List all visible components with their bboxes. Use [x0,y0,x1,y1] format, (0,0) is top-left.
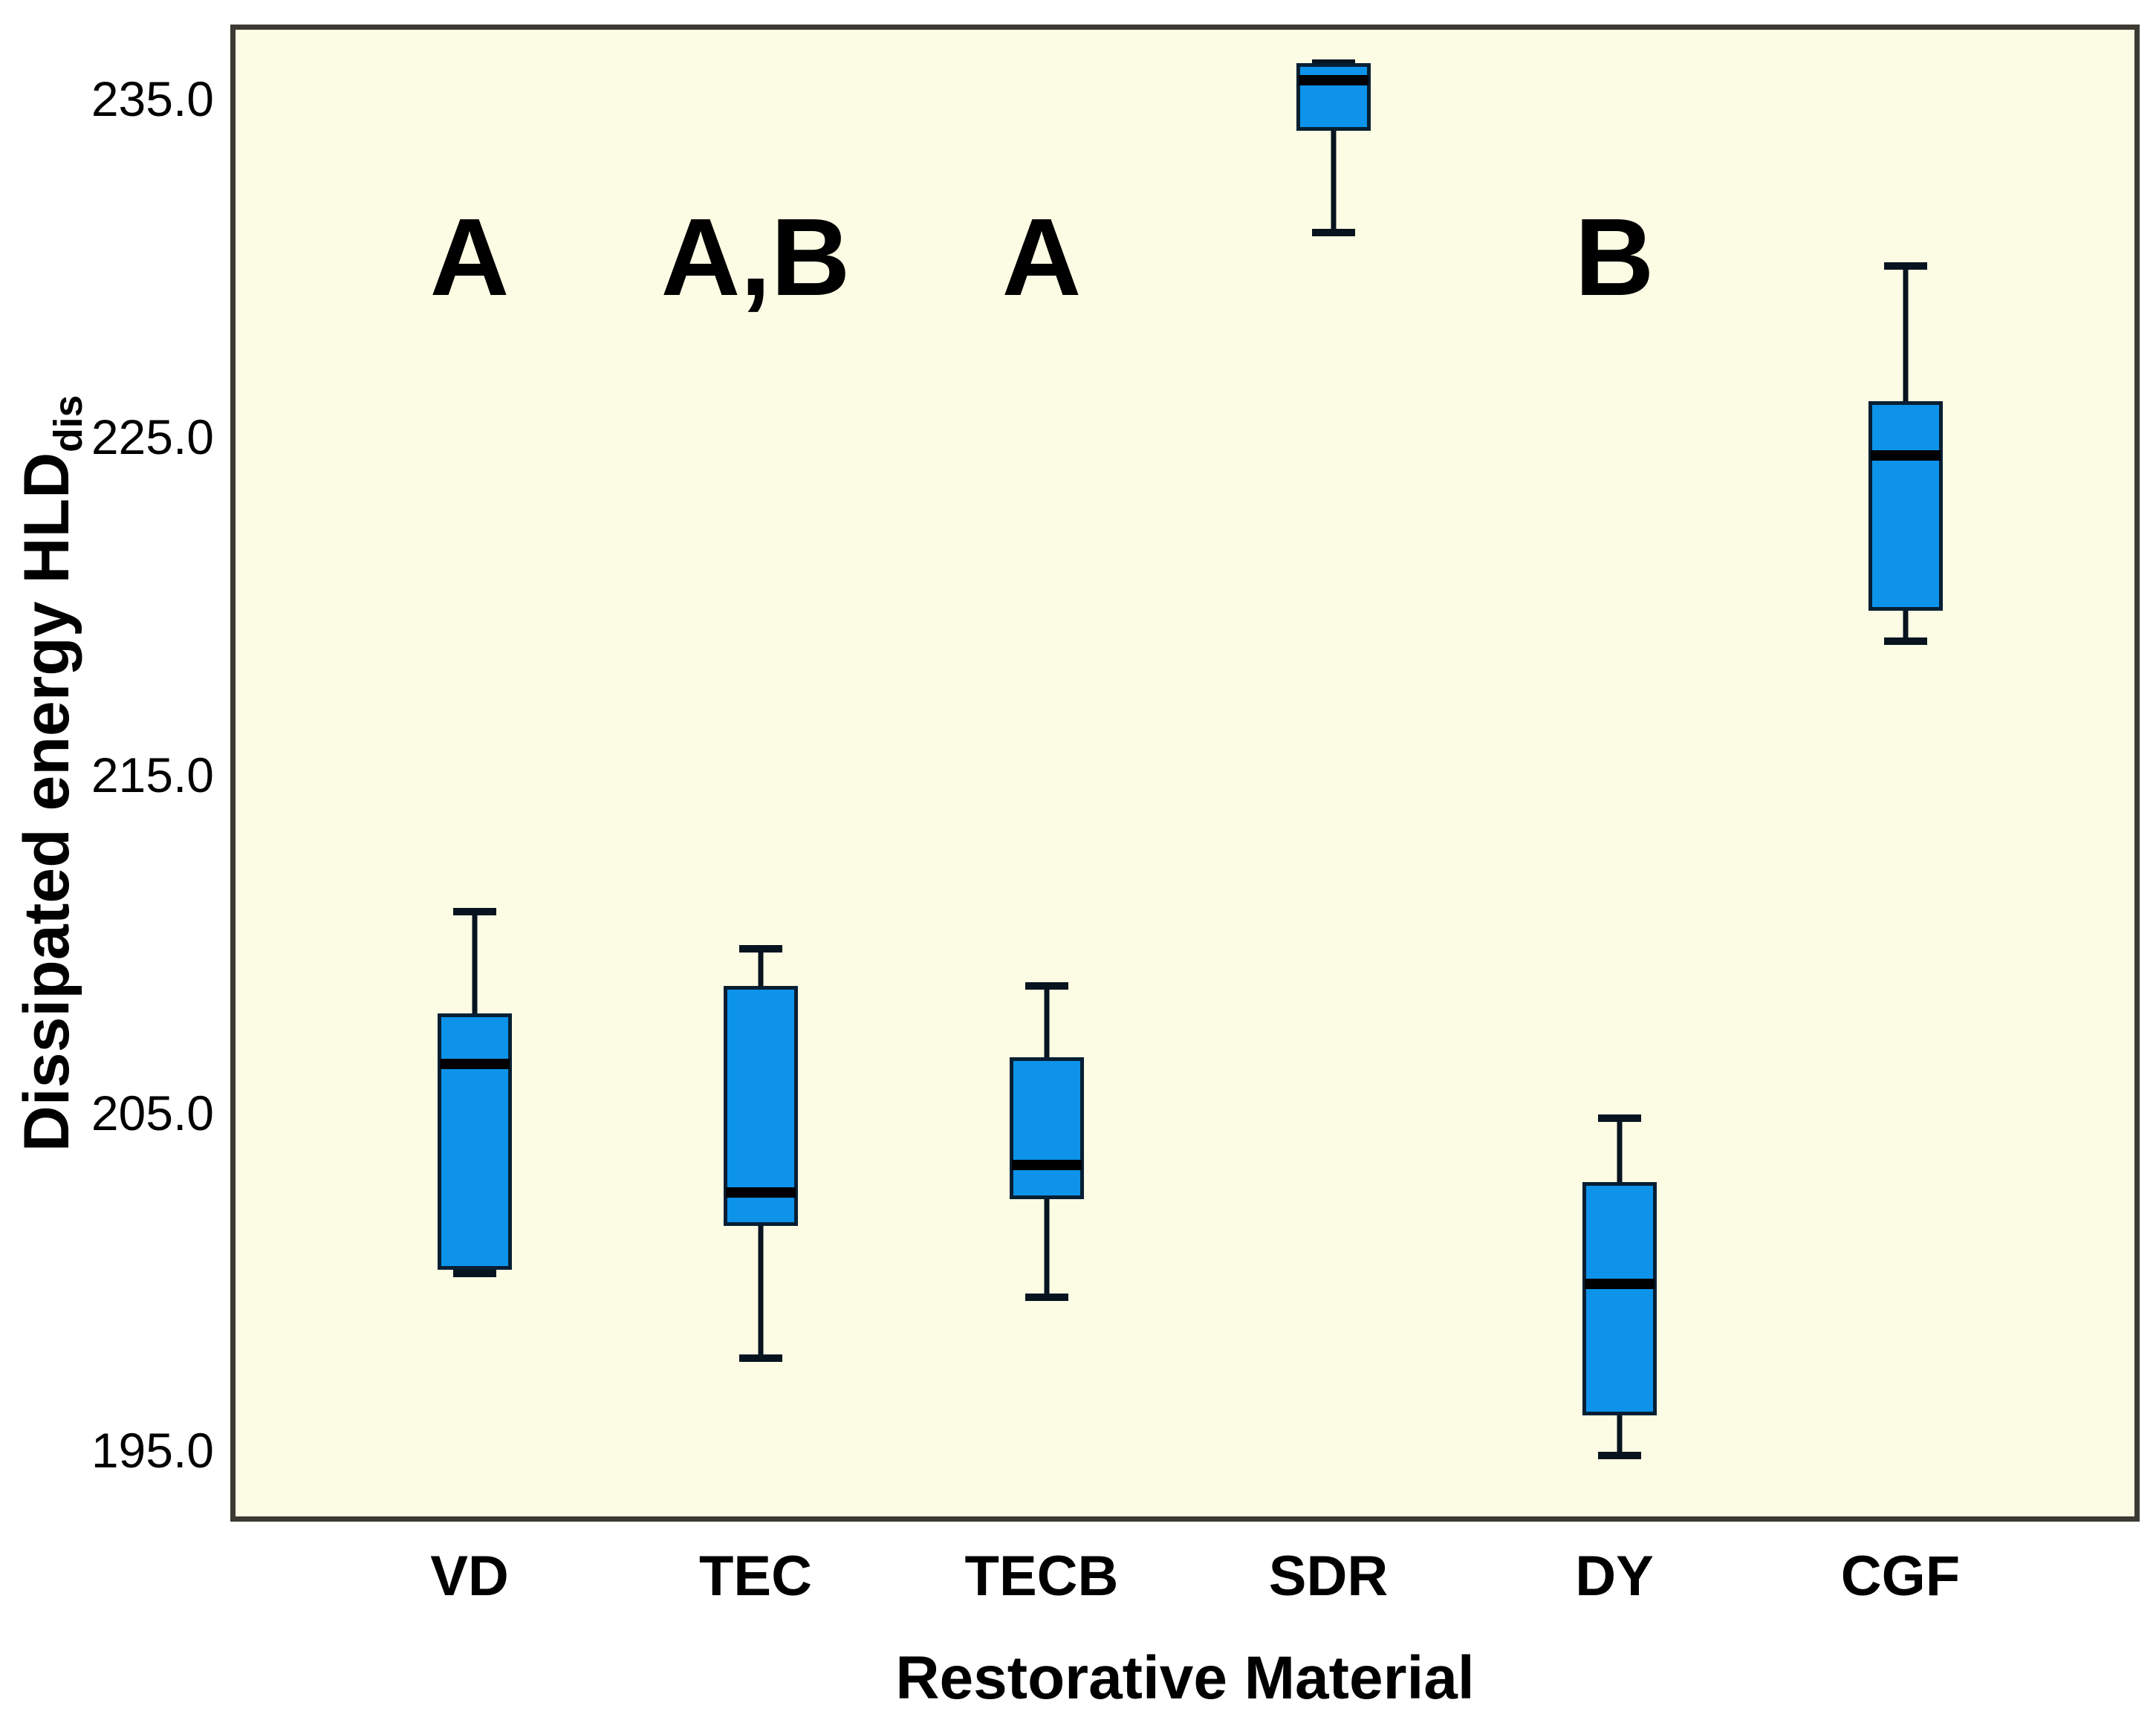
lower-whisker-line [1903,611,1909,642]
lower-whisker-cap [453,1269,497,1277]
plot-area [230,25,2140,1522]
y-tick-label: 195.0 [91,1423,214,1479]
significance-letter-dy: B [1574,195,1655,319]
median-line [1584,1278,1655,1289]
upper-whisker-cap [739,945,782,953]
iqr-box [1009,1057,1084,1199]
iqr-box [1868,401,1943,611]
iqr-box [438,1013,513,1270]
category-label-tec: TEC [699,1545,812,1608]
box-group-sdr [236,30,2134,1516]
median-line [1299,75,1368,86]
upper-whisker-cap [1597,1114,1641,1122]
lower-whisker-line [1331,131,1337,233]
category-label-cgf: CGF [1840,1545,1961,1608]
upper-whisker-line [1044,986,1050,1057]
category-label-vd: VD [430,1545,509,1608]
box-group-dy [236,30,2134,1516]
category-label-sdr: SDR [1268,1545,1389,1608]
upper-whisker-cap [1025,982,1068,990]
significance-letter-vd: A [429,195,510,319]
median-line [440,1058,510,1069]
median-line [1870,450,1941,461]
lower-whisker-cap [1883,637,1927,646]
category-label-tecb: TECB [964,1545,1119,1608]
lower-whisker-cap [1025,1293,1068,1301]
iqr-box [1582,1182,1657,1415]
lower-whisker-line [1044,1198,1050,1297]
lower-whisker-line [1617,1415,1623,1456]
box-group-cgf [236,30,2134,1516]
iqr-box [724,986,798,1227]
y-axis-title-main: Dissipated energy HLD [11,452,82,1152]
box-group-tec [236,30,2134,1516]
significance-letter-tecb: A [1001,195,1082,319]
iqr-box [1296,63,1371,132]
upper-whisker-line [1903,266,1909,402]
upper-whisker-line [758,949,764,987]
category-label-dy: DY [1575,1545,1654,1608]
box-group-tecb [236,30,2134,1516]
upper-whisker-cap [1883,262,1927,270]
y-axis-title: Dissipated energy HLDdis [6,253,91,1294]
x-axis-title: Restorative Material [895,1644,1475,1712]
y-tick-label: 215.0 [91,747,214,802]
median-line [1011,1160,1082,1171]
upper-whisker-line [1617,1117,1623,1183]
lower-whisker-cap [739,1354,782,1362]
upper-whisker-line [472,912,478,1013]
y-axis-title-subscript: dis [47,395,91,452]
significance-letter-tec: A,B [660,195,851,319]
y-tick-label: 205.0 [91,1085,214,1140]
box-group-vd [236,30,2134,1516]
y-tick-label: 235.0 [91,71,214,127]
median-line [726,1187,796,1198]
lower-whisker-line [758,1226,764,1358]
lower-whisker-cap [1597,1452,1641,1460]
lower-whisker-cap [1312,228,1355,236]
upper-whisker-cap [453,908,497,916]
y-tick-label: 225.0 [91,409,214,464]
